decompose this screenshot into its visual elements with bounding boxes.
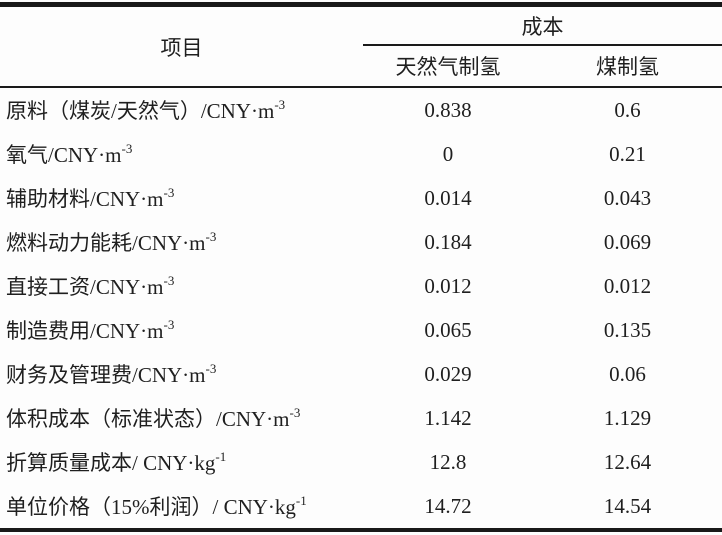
value-coal: 0.043 <box>603 185 652 210</box>
unit-superscript: -3 <box>289 405 301 420</box>
unit-superscript: -1 <box>215 449 227 464</box>
row-label: 直接工资/CNY·m-3 <box>0 264 363 308</box>
column-group-header-cost: 成本 <box>363 4 722 46</box>
value-coal: 1.129 <box>603 405 652 430</box>
table-row: 体积成本（标准状态）/CNY·m-3 1.142 1.129 <box>0 396 722 440</box>
row-label-text: 辅助材料/CNY·m <box>6 187 164 211</box>
value-coal: 0.069 <box>603 229 652 254</box>
value-natural-gas: 0.012 <box>424 273 472 298</box>
value-natural-gas: 0.838 <box>424 97 472 122</box>
table-row: 燃料动力能耗/CNY·m-3 0.184 0.069 <box>0 220 722 264</box>
unit-superscript: -3 <box>205 229 217 244</box>
table-row: 原料（煤炭/天然气）/CNY·m-3 0.838 0.6 <box>0 87 722 132</box>
value-coal: 14.54 <box>603 493 652 518</box>
table-row: 折算质量成本/ CNY·kg-1 12.8 12.64 <box>0 440 722 484</box>
row-label: 制造费用/CNY·m-3 <box>0 308 363 352</box>
column-header-natural-gas: 天然气制氢 <box>363 45 533 88</box>
unit-superscript: -3 <box>121 141 133 156</box>
value-coal: 0.135 <box>603 317 652 342</box>
value-natural-gas: 1.142 <box>424 405 472 430</box>
unit-superscript: -3 <box>163 317 175 332</box>
header-row-group: 项目 成本 <box>0 4 722 88</box>
value-natural-gas: 12.8 <box>429 449 467 474</box>
row-label: 辅助材料/CNY·m-3 <box>0 176 363 220</box>
row-label: 体积成本（标准状态）/CNY·m-3 <box>0 396 363 440</box>
row-label-text: 体积成本（标准状态）/CNY·m <box>6 407 290 431</box>
table-row: 氧气/CNY·m-3 0 0.21 <box>0 132 722 176</box>
value-coal: 12.64 <box>603 449 652 474</box>
value-natural-gas: 0.029 <box>424 361 472 386</box>
row-label-text: 制造费用/CNY·m <box>6 319 164 343</box>
row-label: 氧气/CNY·m-3 <box>0 132 363 176</box>
unit-superscript: -3 <box>163 273 175 288</box>
row-label: 原料（煤炭/天然气）/CNY·m-3 <box>0 87 363 132</box>
unit-superscript: -3 <box>205 361 217 376</box>
column-header-coal: 煤制氢 <box>533 45 722 88</box>
value-coal: 0.21 <box>609 141 646 166</box>
column-header-item: 项目 <box>0 4 363 88</box>
unit-superscript: -1 <box>295 493 307 508</box>
table-row: 直接工资/CNY·m-3 0.012 0.012 <box>0 264 722 308</box>
value-natural-gas: 0.014 <box>424 185 472 210</box>
row-label-text: 单位价格（15%利润）/ CNY·kg <box>6 495 296 519</box>
row-label: 单位价格（15%利润）/ CNY·kg-1 <box>0 484 363 530</box>
row-label-text: 原料（煤炭/天然气）/CNY·m <box>6 99 275 123</box>
row-label: 折算质量成本/ CNY·kg-1 <box>0 440 363 484</box>
value-natural-gas: 0.065 <box>424 317 472 342</box>
row-label-text: 氧气/CNY·m <box>6 143 122 167</box>
value-coal: 0.012 <box>603 273 652 298</box>
table-row: 财务及管理费/CNY·m-3 0.029 0.06 <box>0 352 722 396</box>
row-label: 燃料动力能耗/CNY·m-3 <box>0 220 363 264</box>
table-row: 辅助材料/CNY·m-3 0.014 0.043 <box>0 176 722 220</box>
row-label-text: 折算质量成本/ CNY·kg <box>6 451 216 475</box>
table-row: 单位价格（15%利润）/ CNY·kg-1 14.72 14.54 <box>0 484 722 530</box>
row-label: 财务及管理费/CNY·m-3 <box>0 352 363 396</box>
row-label-text: 燃料动力能耗/CNY·m <box>6 231 206 255</box>
table-row: 制造费用/CNY·m-3 0.065 0.135 <box>0 308 722 352</box>
table-body: 原料（煤炭/天然气）/CNY·m-3 0.838 0.6 氧气/CNY·m-3 … <box>0 87 722 530</box>
value-natural-gas: 0.184 <box>424 229 472 254</box>
header-row-sub: 天然气制氢 煤制氢 <box>0 45 722 88</box>
row-label-text: 财务及管理费/CNY·m <box>6 363 206 387</box>
value-natural-gas: 0 <box>442 141 454 166</box>
unit-superscript: -3 <box>163 185 175 200</box>
value-coal: 0.06 <box>609 361 646 386</box>
row-label-text: 直接工资/CNY·m <box>6 275 164 299</box>
value-natural-gas: 14.72 <box>424 493 472 518</box>
unit-superscript: -3 <box>274 97 286 112</box>
value-coal: 0.6 <box>614 97 641 122</box>
table-header: 项目 成本 天然气制氢 煤制氢 <box>0 4 722 88</box>
